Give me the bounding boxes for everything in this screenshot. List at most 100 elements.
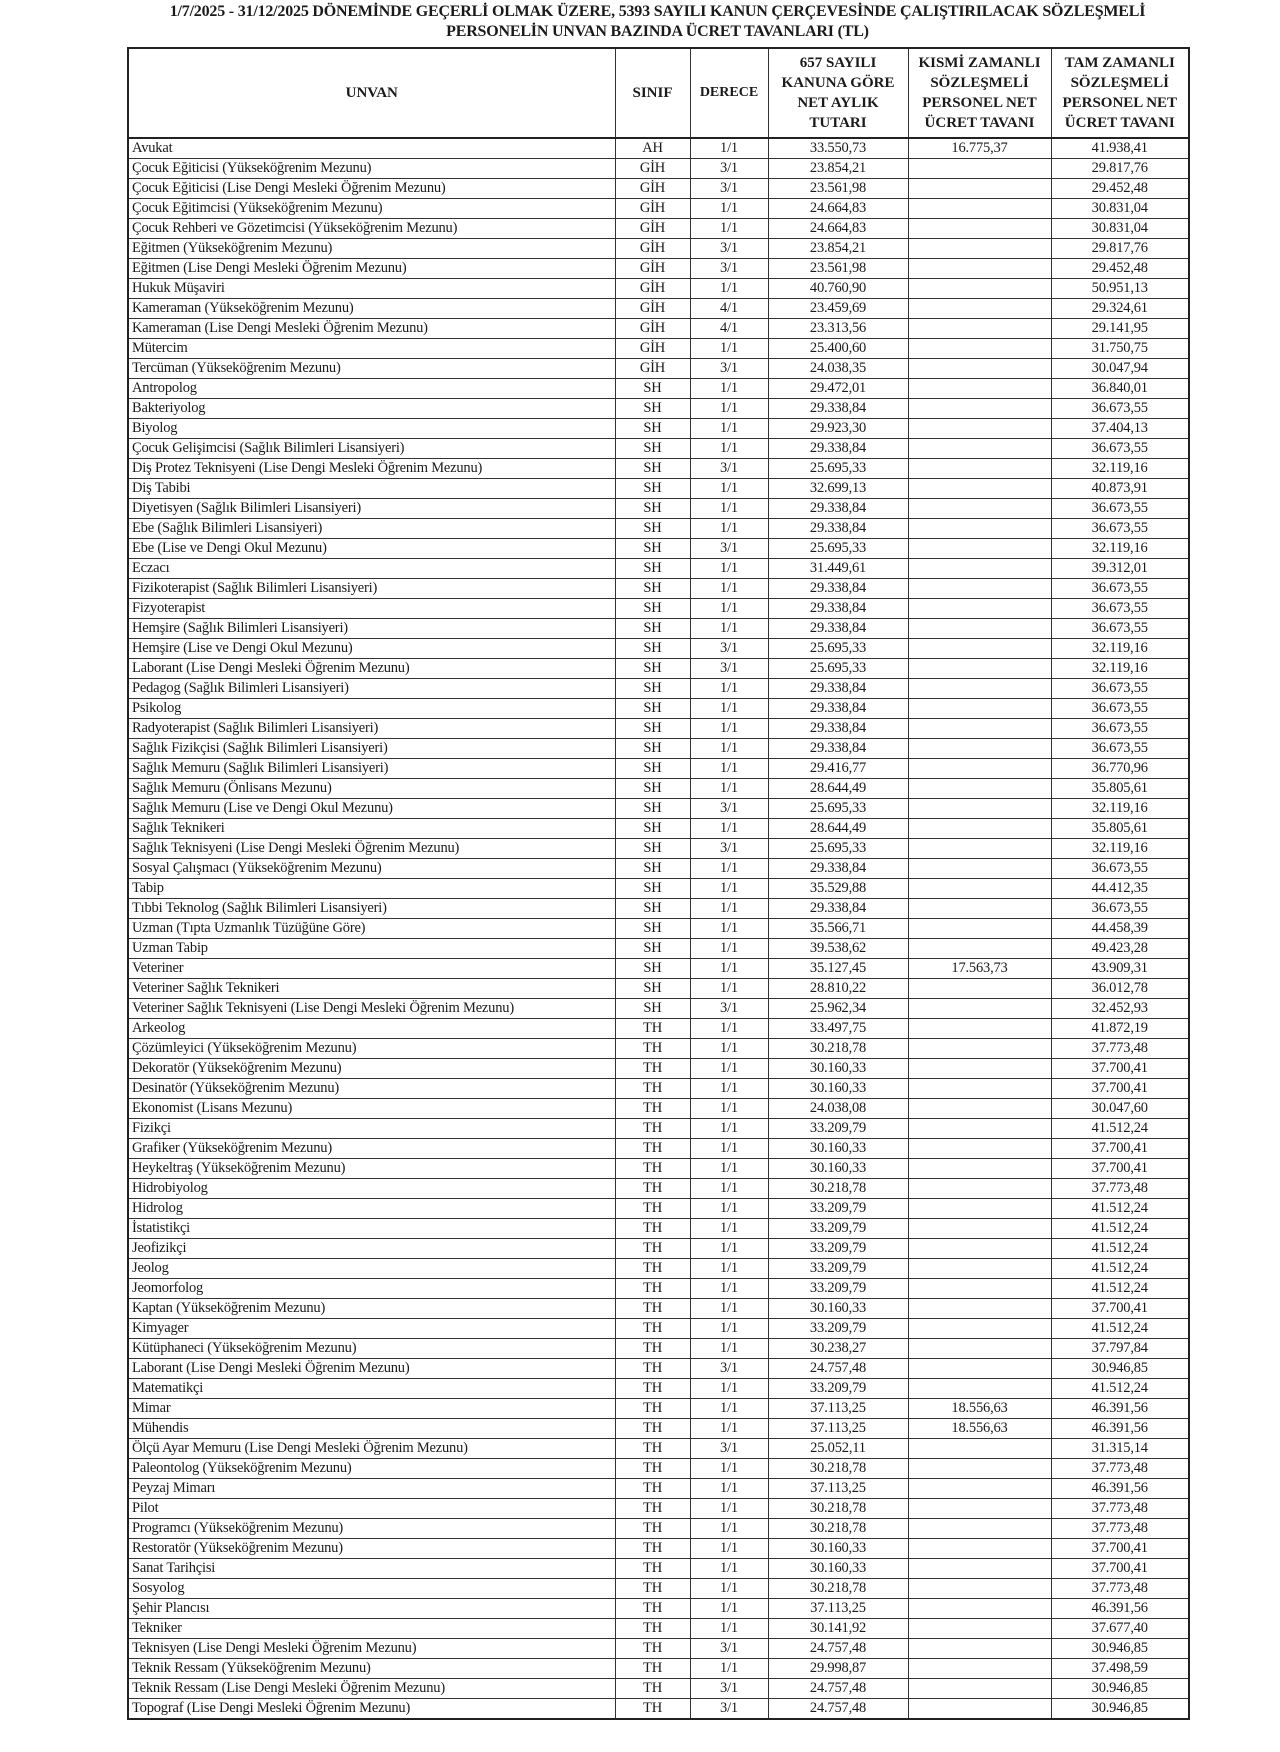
cell-net-aylik: 29.923,30	[767, 418, 909, 439]
cell-kismi-zamanli	[907, 298, 1052, 319]
cell-net-aylik: 33.209,79	[767, 1198, 909, 1219]
cell-unvan: Fizyoterapist	[127, 598, 616, 619]
cell-sinif: SH	[614, 958, 691, 979]
document-title: 1/7/2025 - 31/12/2025 DÖNEMİNDE GEÇERLİ …	[110, 2, 1205, 42]
cell-sinif: SH	[614, 998, 691, 1019]
header-derece: DERECE	[689, 47, 769, 139]
cell-kismi-zamanli	[907, 1238, 1052, 1259]
cell-unvan: Hidrolog	[127, 1198, 616, 1219]
cell-unvan: Kütüphaneci (Yükseköğrenim Mezunu)	[127, 1338, 616, 1359]
table-row: Diyetisyen (Sağlık Bilimleri Lisansiyeri…	[127, 498, 1190, 519]
cell-derece: 3/1	[689, 658, 769, 679]
cell-tam-zamanli: 30.047,94	[1050, 358, 1190, 379]
cell-net-aylik: 35.566,71	[767, 918, 909, 939]
cell-derece: 1/1	[689, 1538, 769, 1559]
table-row: Fizikoterapist (Sağlık Bilimleri Lisansi…	[127, 578, 1190, 599]
table-row: Topograf (Lise Dengi Mesleki Öğrenim Mez…	[127, 1698, 1190, 1720]
cell-kismi-zamanli	[907, 238, 1052, 259]
cell-kismi-zamanli	[907, 1098, 1052, 1119]
cell-kismi-zamanli	[907, 1198, 1052, 1219]
table-row: Sağlık Memuru (Sağlık Bilimleri Lisansiy…	[127, 758, 1190, 779]
cell-tam-zamanli: 36.840,01	[1050, 378, 1190, 399]
table-row: Kaptan (Yükseköğrenim Mezunu) TH 1/1 30.160…	[127, 1298, 1190, 1319]
table-row: Kameraman (Lise Dengi Mesleki Öğrenim Me…	[127, 318, 1190, 339]
cell-unvan: Dekoratör (Yükseköğrenim Mezunu)	[127, 1058, 616, 1079]
cell-derece: 1/1	[689, 1478, 769, 1499]
cell-unvan: Sağlık Teknisyeni (Lise Dengi Mesleki Öğ…	[127, 838, 616, 859]
cell-sinif: SH	[614, 678, 691, 699]
cell-tam-zamanli: 29.324,61	[1050, 298, 1190, 319]
header-unvan: UNVAN	[127, 47, 616, 139]
cell-kismi-zamanli	[907, 738, 1052, 759]
cell-net-aylik: 24.038,35	[767, 358, 909, 379]
cell-tam-zamanli: 36.673,55	[1050, 438, 1190, 459]
cell-net-aylik: 30.160,33	[767, 1558, 909, 1579]
table-row: Ebe (Sağlık Bilimleri Lisansiyeri) SH 1/1 2…	[127, 518, 1190, 539]
cell-unvan: Sağlık Teknikeri	[127, 818, 616, 839]
cell-sinif: TH	[614, 1398, 691, 1419]
cell-unvan: Radyoterapist (Sağlık Bilimleri Lisansiy…	[127, 718, 616, 739]
cell-net-aylik: 30.160,33	[767, 1298, 909, 1319]
table-row: Diş Tabibi SH 1/1 32.699,13 40.873,91	[127, 478, 1190, 499]
cell-unvan: Restoratör (Yükseköğrenim Mezunu)	[127, 1538, 616, 1559]
cell-derece: 1/1	[689, 1398, 769, 1419]
cell-kismi-zamanli	[907, 578, 1052, 599]
cell-sinif: SH	[614, 758, 691, 779]
cell-sinif: SH	[614, 898, 691, 919]
cell-net-aylik: 30.218,78	[767, 1038, 909, 1059]
cell-unvan: Jeofizikçi	[127, 1238, 616, 1259]
cell-net-aylik: 24.757,48	[767, 1678, 909, 1699]
table-row: Fizyoterapist SH 1/1 29.338,84 36.673,55	[127, 598, 1190, 619]
cell-unvan: Veteriner Sağlık Teknisyeni (Lise Dengi …	[127, 998, 616, 1019]
cell-net-aylik: 25.052,11	[767, 1438, 909, 1459]
cell-tam-zamanli: 30.946,85	[1050, 1638, 1190, 1659]
table-row: Grafiker (Yükseköğrenim Mezunu) TH 1/1 30.1…	[127, 1138, 1190, 1159]
cell-kismi-zamanli	[907, 538, 1052, 559]
cell-unvan: Veteriner Sağlık Teknikeri	[127, 978, 616, 999]
cell-net-aylik: 31.449,61	[767, 558, 909, 579]
table-header-row: UNVAN SINIF DERECE 657 SAYILI KANUNA GÖR…	[127, 47, 1190, 139]
cell-kismi-zamanli	[907, 1358, 1052, 1379]
cell-sinif: SH	[614, 738, 691, 759]
header-net-aylik: 657 SAYILI KANUNA GÖRE NET AYLIK TUTARI	[767, 47, 909, 139]
cell-net-aylik: 24.664,83	[767, 198, 909, 219]
cell-sinif: TH	[614, 1578, 691, 1599]
cell-net-aylik: 25.695,33	[767, 658, 909, 679]
cell-tam-zamanli: 39.312,01	[1050, 558, 1190, 579]
cell-derece: 1/1	[689, 1418, 769, 1439]
cell-kismi-zamanli	[907, 1558, 1052, 1579]
table-row: Radyoterapist (Sağlık Bilimleri Lisansiy…	[127, 718, 1190, 739]
cell-sinif: TH	[614, 1518, 691, 1539]
table-row: Sağlık Fizikçisi (Sağlık Bilimleri Lisan…	[127, 738, 1190, 759]
header-kismi-zamanli: KISMİ ZAMANLI SÖZLEŞMELİ PERSONEL NET ÜC…	[907, 47, 1052, 139]
cell-net-aylik: 30.160,33	[767, 1058, 909, 1079]
cell-sinif: TH	[614, 1538, 691, 1559]
cell-net-aylik: 24.757,48	[767, 1358, 909, 1379]
cell-tam-zamanli: 41.512,24	[1050, 1258, 1190, 1279]
table-row: Sağlık Teknikeri SH 1/1 28.644,49 35.805,61	[127, 818, 1190, 839]
table-row: Çocuk Eğiticisi (Lise Dengi Mesleki Öğre…	[127, 178, 1190, 199]
cell-sinif: SH	[614, 938, 691, 959]
cell-derece: 1/1	[689, 1278, 769, 1299]
table-row: Fizikçi TH 1/1 33.209,79 41.512,24	[127, 1118, 1190, 1139]
table-row: Jeomorfolog TH 1/1 33.209,79 41.512,24	[127, 1278, 1190, 1299]
cell-tam-zamanli: 29.452,48	[1050, 258, 1190, 279]
cell-net-aylik: 29.338,84	[767, 438, 909, 459]
cell-unvan: Ölçü Ayar Memuru (Lise Dengi Mesleki Öğr…	[127, 1438, 616, 1459]
cell-sinif: GİH	[614, 338, 691, 359]
title-line-1: 1/7/2025 - 31/12/2025 DÖNEMİNDE GEÇERLİ …	[169, 3, 1146, 20]
table-row: Ebe (Lise ve Dengi Okul Mezunu) SH 3/1 25.6…	[127, 538, 1190, 559]
cell-tam-zamanli: 36.673,55	[1050, 578, 1190, 599]
cell-derece: 1/1	[689, 1198, 769, 1219]
cell-derece: 1/1	[689, 278, 769, 299]
table-row: Arkeolog TH 1/1 33.497,75 41.872,19	[127, 1018, 1190, 1039]
cell-unvan: Sağlık Fizikçisi (Sağlık Bilimleri Lisan…	[127, 738, 616, 759]
cell-net-aylik: 24.757,48	[767, 1698, 909, 1720]
table-row: Hemşire (Lise ve Dengi Okul Mezunu) SH 3/1…	[127, 638, 1190, 659]
cell-net-aylik: 29.416,77	[767, 758, 909, 779]
table-row: Biyolog SH 1/1 29.923,30 37.404,13	[127, 418, 1190, 439]
cell-sinif: TH	[614, 1338, 691, 1359]
cell-derece: 1/1	[689, 1238, 769, 1259]
cell-net-aylik: 30.238,27	[767, 1338, 909, 1359]
table-row: Peyzaj Mimarı TH 1/1 37.113,25 46.391,56	[127, 1478, 1190, 1499]
